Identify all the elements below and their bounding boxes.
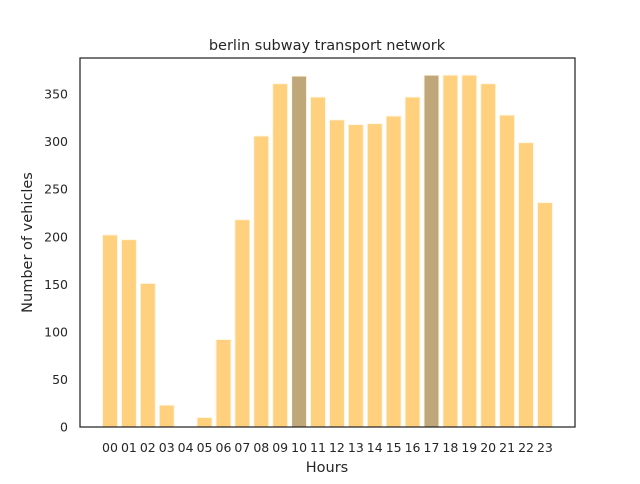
x-tick-label: 16 [405,440,421,455]
x-tick-label: 12 [329,440,345,455]
bar-09 [272,83,289,428]
bar-20 [480,83,497,428]
y-tick-label: 200 [44,229,68,244]
bar-23 [536,202,553,428]
bar-22 [518,142,535,428]
bars-group [102,74,553,428]
x-axis-ticks: 00 01 02 03 04 05 06 07 08 09 10 11 12 13 14 15 16 17 18 19… [102,440,553,455]
x-tick-label: 23 [537,440,553,455]
x-tick-label: 10 [291,440,307,455]
bar-06 [215,339,232,428]
bar-21 [499,114,516,428]
bar-15 [385,115,402,428]
bar-01 [120,239,137,428]
x-tick-label: 06 [216,440,232,455]
x-tick-label: 19 [461,440,477,455]
y-tick-label: 50 [52,372,68,387]
x-tick-label: 03 [159,440,175,455]
y-tick-label: 250 [44,182,68,197]
bar-16 [404,96,421,428]
x-tick-label: 07 [234,440,250,455]
x-tick-label: 13 [348,440,364,455]
x-tick-label: 08 [253,440,269,455]
bar-18 [442,74,459,428]
x-axis-label: Hours [306,460,348,476]
bar-05 [196,416,213,428]
bar-03 [158,404,175,428]
x-tick-label: 11 [310,440,326,455]
x-tick-label: 17 [424,440,440,455]
y-axis-ticks: 0 50 100 150 200 250 300 350 [44,87,68,435]
x-tick-label: 21 [499,440,515,455]
bar-07 [234,219,251,428]
bar-19 [461,74,478,428]
x-tick-label: 01 [121,440,137,455]
bar-13 [347,124,364,428]
bar-11 [310,96,327,428]
bar-10 [291,75,308,428]
plot-area-frame [79,57,576,428]
x-tick-label: 20 [480,440,496,455]
x-tick-label: 05 [197,440,213,455]
bar-02 [139,282,156,428]
x-tick-label: 09 [272,440,288,455]
bar-14 [366,123,383,428]
x-tick-label: 14 [367,440,383,455]
x-tick-label: 18 [442,440,458,455]
y-tick-label: 300 [44,134,68,149]
y-tick-label: 100 [44,324,68,339]
x-tick-label: 15 [386,440,402,455]
y-tick-label: 0 [60,420,68,435]
x-tick-label: 04 [178,440,194,455]
x-tick-label: 00 [102,440,118,455]
bar-00 [102,234,118,428]
x-tick-label: 22 [518,440,534,455]
bar-08 [253,135,270,428]
y-axis-label: Number of vehicles [20,172,36,313]
bar-17 [423,74,440,428]
chart-title: berlin subway transport network [209,38,446,54]
x-tick-label: 02 [140,440,156,455]
bar-12 [328,119,345,428]
y-tick-label: 350 [44,87,68,102]
y-tick-label: 150 [44,277,68,292]
